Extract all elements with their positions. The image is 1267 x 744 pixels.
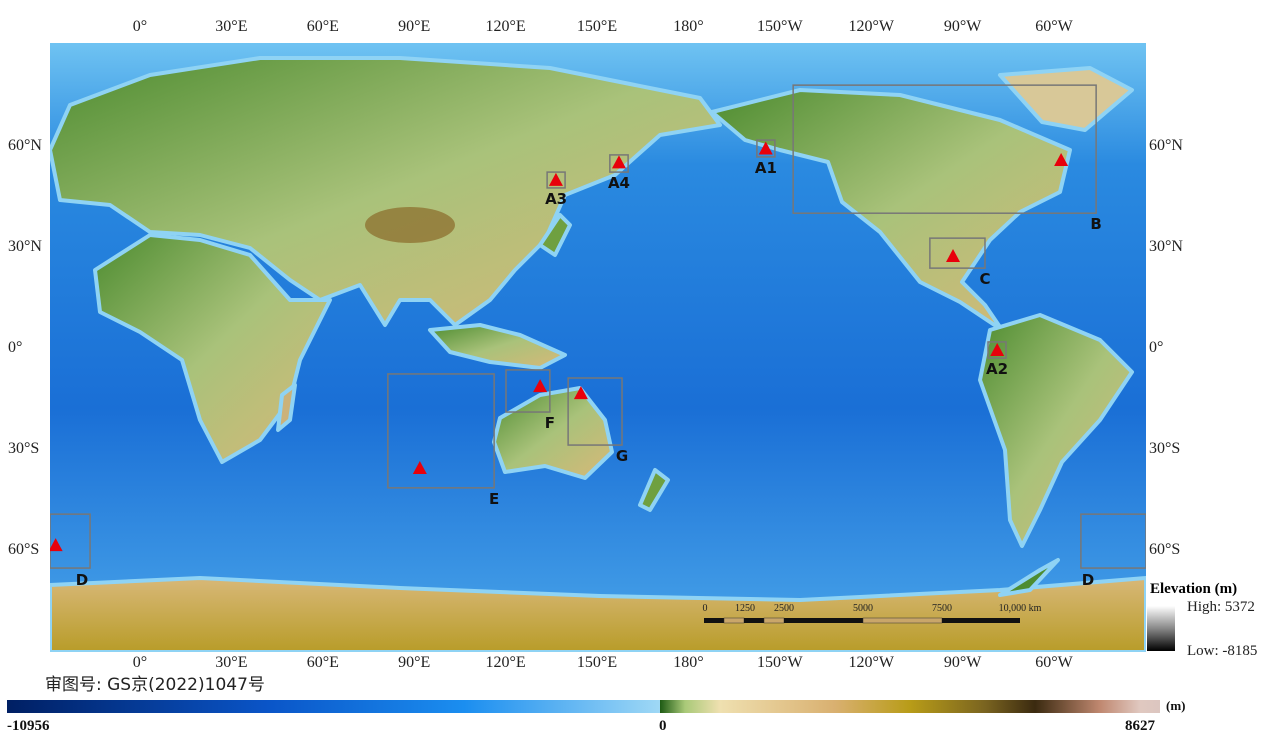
inset-legend-low: Low: -8185	[1187, 643, 1258, 659]
southeast-asia-islands	[428, 323, 567, 370]
longitude-label: 120°E	[485, 18, 526, 35]
region-label-e: E	[489, 490, 499, 508]
latitude-label-right: 0°	[1149, 339, 1164, 356]
colorbar-min: -10956	[7, 718, 50, 734]
site-marker-triangle-icon	[412, 460, 427, 474]
region-label-g: G	[616, 447, 628, 465]
colorbar-max: 8627	[1125, 718, 1155, 734]
scale-bar	[704, 617, 1020, 624]
japan	[538, 213, 572, 257]
site-marker-triangle-icon	[946, 248, 961, 262]
latitude-label-left: 60°N	[8, 137, 42, 154]
scale-label: 0	[702, 603, 708, 614]
antarctic-peninsula	[998, 558, 1060, 597]
colorbar-land-segment	[660, 700, 1160, 713]
map-approval-number: 审图号: GS京(2022)1047号	[45, 675, 265, 695]
antarctica	[50, 576, 1146, 652]
longitude-label: 150°W	[757, 654, 803, 671]
scale-label: 10,000 km	[998, 603, 1042, 614]
region-label-d: D	[1082, 571, 1094, 589]
longitude-label: 180°	[673, 18, 704, 35]
region-label-c: C	[979, 270, 990, 288]
longitude-label: 90°W	[943, 654, 982, 671]
longitude-label: 90°E	[398, 654, 431, 671]
longitude-label: 150°W	[757, 18, 803, 35]
longitude-label: 150°E	[576, 18, 618, 35]
latitude-label-right: 60°S	[1149, 541, 1181, 558]
madagascar	[276, 383, 297, 432]
region-box-f	[505, 369, 551, 413]
region-label-f: F	[545, 414, 555, 432]
inset-legend-high: High: 5372	[1187, 599, 1255, 615]
latitude-label-left: 0°	[8, 339, 23, 356]
latitude-label-left: 60°S	[8, 541, 40, 558]
latitude-label-right: 60°N	[1149, 137, 1183, 154]
longitude-label: 120°W	[848, 654, 894, 671]
region-label-b: B	[1090, 215, 1101, 233]
study-region-boxes: A1 A2 A3 A4 B C D D E F G	[50, 84, 1146, 589]
latitude-label-left: 30°N	[8, 238, 42, 255]
region-box-d-east	[1080, 513, 1146, 569]
scale-label: 7500	[932, 603, 952, 614]
longitude-label: 150°E	[576, 654, 618, 671]
colorbar-zero: 0	[659, 718, 667, 734]
region-box-e	[387, 373, 495, 489]
region-box-a4	[609, 154, 629, 173]
inset-legend-title: Elevation (m)	[1150, 581, 1238, 597]
longitude-label: 90°E	[398, 18, 431, 35]
longitude-label: 30°E	[215, 654, 248, 671]
longitude-label: 60°E	[306, 654, 339, 671]
eurasia	[50, 56, 722, 327]
region-label-a3: A3	[545, 190, 567, 208]
colorbar-unit: (m)	[1166, 698, 1186, 713]
latitude-label-right: 30°N	[1149, 238, 1183, 255]
site-marker-triangle-icon	[758, 141, 773, 155]
longitude-label: 60°W	[1035, 18, 1073, 35]
region-label-a1: A1	[755, 159, 777, 177]
longitude-label: 120°E	[485, 654, 526, 671]
colorbar-ocean-segment	[7, 700, 660, 713]
scale-label: 2500	[774, 603, 794, 614]
tibetan-plateau	[365, 207, 455, 243]
south-america	[978, 313, 1134, 548]
site-marker-triangle-icon	[50, 538, 63, 552]
landmasses	[50, 56, 1146, 652]
longitude-label: 180°	[673, 654, 704, 671]
region-label-d: D	[76, 571, 88, 589]
region-box-b	[792, 84, 1097, 214]
region-label-a4: A4	[608, 174, 630, 192]
new-zealand	[638, 468, 670, 512]
north-america	[710, 88, 1072, 332]
scale-label: 5000	[853, 603, 873, 614]
study-site-markers	[50, 141, 1069, 552]
site-marker-triangle-icon	[990, 343, 1005, 357]
inset-legend-gradient	[1147, 606, 1175, 651]
region-box-d-west	[50, 513, 91, 569]
world-elevation-map: A1 A2 A3 A4 B C D D E F G	[50, 43, 1146, 652]
site-marker-triangle-icon	[533, 379, 548, 393]
longitude-label: 90°W	[943, 18, 982, 35]
latitude-label-left: 30°S	[8, 440, 40, 457]
longitude-label: 30°E	[215, 18, 248, 35]
latitude-label-right: 30°S	[1149, 440, 1181, 457]
longitude-label: 60°E	[306, 18, 339, 35]
longitude-label: 0°	[132, 654, 148, 671]
region-label-a2: A2	[986, 360, 1008, 378]
region-box-a3	[546, 171, 566, 189]
longitude-label: 120°W	[848, 18, 894, 35]
region-box-g	[567, 377, 623, 446]
site-marker-triangle-icon	[1054, 152, 1069, 166]
australia	[492, 386, 614, 480]
longitude-label: 60°W	[1035, 654, 1073, 671]
region-box-a1	[756, 139, 776, 158]
scale-label: 1250	[735, 603, 755, 614]
site-marker-triangle-icon	[573, 386, 588, 400]
site-marker-triangle-icon	[548, 172, 563, 186]
region-box-a2	[987, 341, 1007, 359]
region-box-c	[929, 237, 986, 269]
greenland	[998, 66, 1134, 132]
longitude-label: 0°	[132, 18, 148, 35]
elevation-colorbar	[7, 700, 1160, 713]
site-marker-triangle-icon	[611, 155, 626, 169]
